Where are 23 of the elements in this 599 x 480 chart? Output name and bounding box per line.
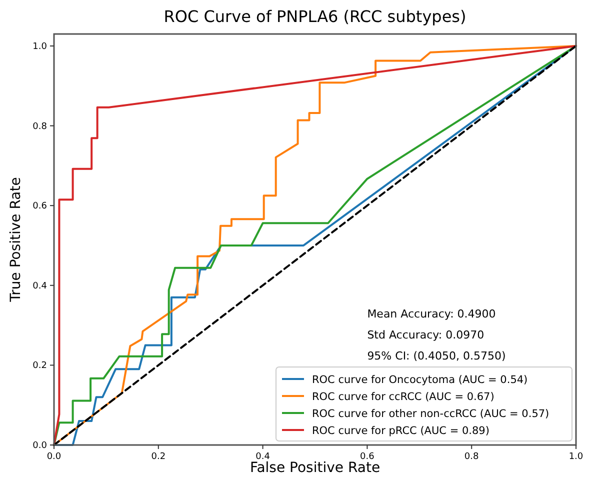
y-tick-label: 0.0 [32,441,48,451]
annotation: Mean Accuracy: 0.4900 [367,307,496,320]
annotation: Std Accuracy: 0.0970 [367,328,484,342]
annotation: 95% CI: (0.4050, 0.5750) [367,349,506,362]
y-tick-label: 0.8 [32,122,48,132]
x-axis-title: False Positive Rate [250,460,380,476]
x-tick-label: 0.2 [151,452,166,462]
y-axis-title: True Positive Rate [8,177,24,303]
line-series [53,44,577,446]
y-tick-label: 0.6 [32,202,48,212]
x-tick-label: 0.6 [360,452,375,462]
legend-label: ROC curve for other non-ccRCC (AUC = 0.57) [312,408,550,420]
y-tick-label: 0.2 [32,361,47,372]
x-tick-label: 0.8 [464,452,480,462]
legend-label: ROC curve for pRCC (AUC = 0.89) [312,425,490,437]
chart-title: ROC Curve of PNPLA6 (RCC subtypes) [164,7,466,26]
legend-label: ROC curve for Oncocytoma (AUC = 0.54) [312,374,528,386]
legend-label: ROC curve for ccRCC (AUC = 0.67) [312,391,494,403]
x-tick-label: 0.4 [256,452,270,462]
x-tick-label: 1.0 [568,452,584,462]
y-tick-label: 1.0 [32,42,48,52]
y-tick-label: 0.4 [32,281,48,292]
x-tick-label: 0.0 [46,452,62,462]
